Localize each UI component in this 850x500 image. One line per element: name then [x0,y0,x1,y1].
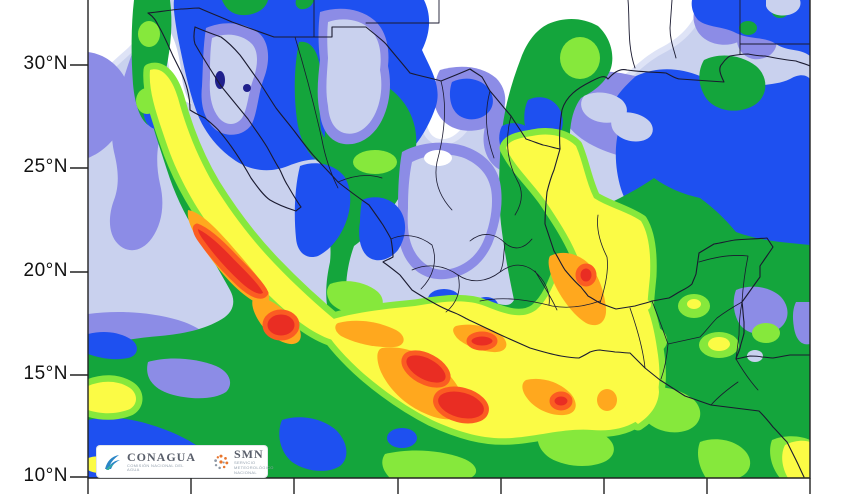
us-gulf-coastline [559,53,810,150]
precip-layer-red [192,223,597,424]
mexico-state-lines [294,36,759,406]
smn-logo-icon [214,454,229,469]
agency-logo-box: CONAGUA COMISIÓN NACIONAL DEL AGUA SMN S… [97,446,274,477]
conagua-logo-icon [105,454,120,470]
precip-layer-navy [215,71,251,92]
smn-name: SMN [234,446,264,461]
conagua-name: CONAGUA [127,449,196,464]
lat-label-20n: 20°N [23,260,68,281]
precip-layer-white [88,0,700,140]
lat-label-25n: 25°N [23,156,68,177]
smn-wordmark: SMN SERVICIO METEOROLÓGICO NACIONAL [234,446,274,476]
gulf-caribbean-coastline [544,148,810,360]
axis-ticks [70,64,811,494]
geography-borders [147,0,810,478]
baja-california-coastline [147,12,302,212]
us-mexico-border [147,7,561,150]
conagua-subtitle: COMISIÓN NACIONAL DEL AGUA [127,463,184,473]
us-state-lines [313,0,810,69]
plot-frame [87,0,811,479]
lat-label-10n: 10°N [23,465,68,486]
lat-label-30n: 30°N [23,53,68,74]
smn-subtitle: SERVICIO METEOROLÓGICO NACIONAL [234,460,274,475]
lon-ticks [87,478,811,494]
lat-label-15n: 15°N [23,363,68,384]
lat-ticks [70,64,88,478]
conagua-wordmark: CONAGUA COMISIÓN NACIONAL DEL AGUA [127,451,196,473]
pacific-coastline [194,26,805,478]
